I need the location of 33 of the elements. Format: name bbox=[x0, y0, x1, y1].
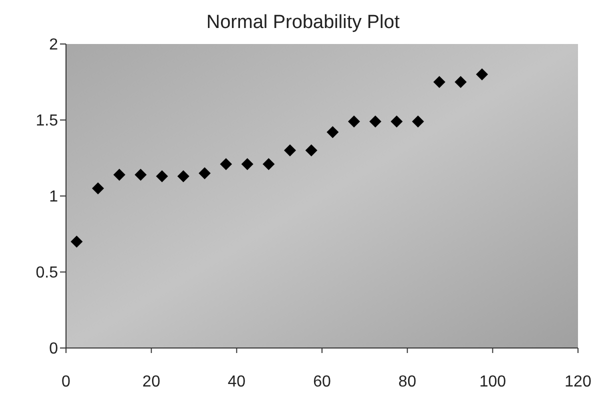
point bbox=[369, 116, 382, 128]
y-tick-label: 2 bbox=[49, 36, 58, 54]
point bbox=[305, 144, 318, 156]
point bbox=[412, 116, 424, 128]
point bbox=[70, 236, 83, 248]
point bbox=[177, 170, 190, 182]
point bbox=[476, 68, 488, 80]
y-tick-label: 1.5 bbox=[36, 112, 58, 130]
point bbox=[433, 76, 446, 88]
x-tick-label: 100 bbox=[479, 373, 506, 390]
x-tick-label: 60 bbox=[313, 373, 331, 390]
x-tick-label: 20 bbox=[142, 373, 160, 390]
point bbox=[113, 168, 126, 181]
point bbox=[92, 182, 104, 194]
point bbox=[348, 116, 360, 128]
point bbox=[220, 158, 232, 170]
x-tick-label: 40 bbox=[228, 373, 246, 390]
y-tick-label: 1 bbox=[49, 188, 58, 206]
x-tick-label: 0 bbox=[62, 373, 71, 390]
point bbox=[454, 76, 467, 88]
chart-title: Normal Probability Plot bbox=[205, 11, 401, 35]
x-tick-label: 80 bbox=[398, 373, 416, 390]
point bbox=[156, 170, 168, 182]
y-tick-label: 0.5 bbox=[36, 264, 58, 282]
point bbox=[390, 116, 403, 128]
x-tick-label: 120 bbox=[564, 373, 592, 390]
point bbox=[241, 158, 254, 170]
y-tick-label: 0 bbox=[49, 340, 58, 358]
point bbox=[262, 158, 275, 170]
point bbox=[198, 167, 211, 180]
point bbox=[284, 144, 296, 156]
point bbox=[134, 168, 147, 181]
point bbox=[326, 126, 339, 138]
